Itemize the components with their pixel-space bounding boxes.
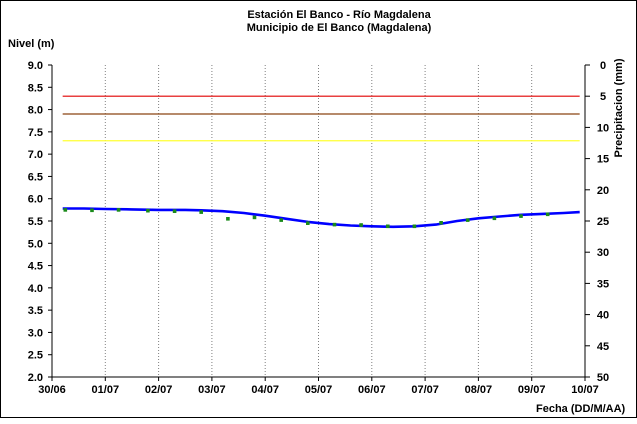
level-point	[519, 214, 523, 218]
chart-title: Estación El Banco - Río Magdalena	[247, 9, 431, 21]
level-point	[439, 221, 443, 225]
level-point	[306, 221, 310, 225]
y-axis-label: Nivel (m)	[8, 38, 55, 50]
x-tick-label: 04/07	[251, 384, 279, 396]
level-point	[492, 216, 497, 221]
y-tick-label: 4.0	[28, 283, 43, 295]
y2-tick-label: 30	[597, 247, 609, 259]
x-tick-label: 08/07	[465, 384, 493, 396]
x-tick-label: 06/07	[358, 384, 386, 396]
y-tick-label: 8.5	[28, 82, 43, 94]
y2-tick-label: 20	[597, 185, 609, 197]
level-point	[465, 218, 470, 222]
y2-tick-label: 50	[597, 372, 609, 384]
y2-axis-label: Precipitacion (mm)	[613, 58, 625, 157]
grid-layer	[104, 65, 533, 377]
axis-layer: 2.0 2.5 3.0 3.5 4.0 4.5 5.0 5.5 6.0 6.5 7.0 7.5 8.0 8…	[28, 60, 609, 396]
level-point	[332, 222, 337, 227]
y-tick-label: 4.5	[28, 261, 43, 273]
y-tick-label: 5.0	[28, 238, 43, 250]
level-point	[90, 208, 94, 213]
level-point	[359, 223, 363, 227]
x-tick-label: 02/07	[145, 384, 173, 396]
series-layer	[62, 207, 580, 229]
y-tick-label: 3.5	[28, 305, 43, 317]
x-tick-label: 03/07	[198, 384, 226, 396]
y2-tick-label: 35	[597, 278, 609, 290]
level-point	[226, 217, 230, 221]
title-group: Estación El Banco - Río Magdalena Munici…	[247, 9, 432, 34]
y2-tick-label: 25	[597, 216, 609, 228]
y-tick-label: 5.5	[28, 216, 43, 228]
y2-tick-label: 10	[597, 122, 609, 134]
x-tick-label: 01/07	[92, 384, 120, 396]
level-point	[545, 212, 550, 217]
y-tick-label: 8.0	[28, 105, 43, 117]
level-point	[199, 210, 203, 214]
level-point	[412, 224, 417, 229]
y2-tick-label: 0	[600, 60, 606, 72]
y-tick-label: 2.0	[28, 372, 43, 384]
level-point	[63, 208, 68, 212]
y-tick-label: 2.5	[28, 350, 43, 362]
y-tick-label: 3.0	[28, 327, 43, 339]
level-point	[279, 218, 283, 222]
x-tick-label: 30/06	[38, 384, 66, 396]
level-point	[116, 208, 121, 212]
level-point	[252, 215, 257, 220]
chart-subtitle: Municipio de El Banco (Magdalena)	[247, 22, 432, 34]
y2-tick-label: 5	[600, 91, 606, 103]
x-axis-label: Fecha (DD/M/AA)	[536, 403, 626, 415]
x-tick-label: 07/07	[411, 384, 439, 396]
y2-tick-label: 45	[597, 341, 609, 353]
x-tick-label: 05/07	[305, 384, 333, 396]
level-point	[172, 209, 177, 213]
level-point	[146, 208, 150, 213]
y-tick-label: 7.5	[28, 127, 43, 139]
y-tick-label: 9.0	[28, 60, 43, 72]
x-tick-label: 09/07	[518, 384, 546, 396]
y2-tick-label: 15	[597, 154, 609, 166]
y-tick-label: 6.0	[28, 194, 43, 206]
y-tick-label: 6.5	[28, 171, 43, 183]
level-point	[386, 224, 390, 229]
x-tick-label: 10/07	[571, 384, 599, 396]
reference-lines	[62, 95, 580, 142]
level-line	[62, 207, 580, 229]
y2-tick-label: 40	[597, 310, 609, 322]
y-tick-label: 7.0	[28, 149, 43, 161]
